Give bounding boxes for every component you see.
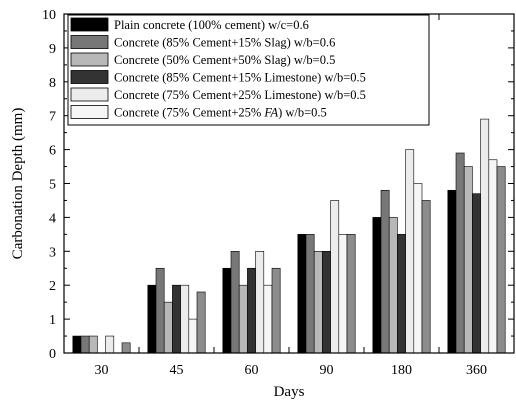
bar-series-2-60 <box>231 251 239 353</box>
y-tick-label: 5 <box>49 178 56 193</box>
bar-series-6-60 <box>264 285 272 353</box>
bar-series-1-90 <box>298 234 306 353</box>
bar-series-4-90 <box>322 251 330 353</box>
bar-series-2-45 <box>156 268 164 353</box>
x-tick-label: 90 <box>320 363 334 378</box>
legend-swatch <box>71 88 108 101</box>
bar-series-5-360 <box>481 119 489 353</box>
bar-series-2-30 <box>81 336 89 353</box>
bar-series-4-60 <box>247 268 255 353</box>
y-tick-label: 3 <box>49 245 56 260</box>
bar-series-4-360 <box>472 194 480 353</box>
y-tick-label: 7 <box>49 110 56 125</box>
bar-series-3-30 <box>89 336 97 353</box>
legend-swatch <box>71 18 108 31</box>
legend-swatch <box>71 106 108 119</box>
legend-swatch <box>71 36 108 49</box>
bar-series-1-30 <box>73 336 81 353</box>
bar-series-3-45 <box>164 302 172 353</box>
y-tick-label: 10 <box>42 8 56 23</box>
bar-series-7-30 <box>122 343 130 353</box>
bar-series-7-360 <box>497 167 505 353</box>
x-tick-label: 45 <box>170 363 184 378</box>
legend-swatch <box>71 71 108 84</box>
bar-series-7-60 <box>272 268 280 353</box>
legend: Plain concrete (100% cement) w/c=0.6 Conc… <box>68 15 429 125</box>
bar-series-1-60 <box>223 268 231 353</box>
y-tick-label: 1 <box>49 313 56 328</box>
bar-series-3-60 <box>239 285 247 353</box>
bar-series-2-180 <box>381 190 389 353</box>
y-tick-label: 4 <box>49 211 56 226</box>
x-tick-label: 180 <box>391 363 412 378</box>
legend-swatch <box>71 53 108 66</box>
bar-series-4-180 <box>397 234 405 353</box>
bar-series-6-90 <box>339 234 347 353</box>
bar-series-3-360 <box>464 167 472 353</box>
bar-series-5-60 <box>256 251 264 353</box>
bar-series-5-180 <box>406 150 414 353</box>
y-tick-label: 0 <box>49 347 56 362</box>
bar-series-6-45 <box>189 319 197 353</box>
bar-series-5-30 <box>106 336 114 353</box>
bar-series-7-180 <box>422 200 430 353</box>
legend-label: Plain concrete (100% cement) w/c=0.6 <box>114 18 309 32</box>
bar-series-1-180 <box>373 217 381 353</box>
legend-label: Concrete (75% Cement+25% FA) w/b=0.5 <box>114 106 327 120</box>
bar-series-5-45 <box>181 285 189 353</box>
x-axis-label: Days <box>274 384 305 400</box>
legend-label: Concrete (50% Cement+50% Slag) w/b=0.5 <box>114 53 335 67</box>
y-axis-label: Carbonation Depth (mm) <box>10 108 26 260</box>
bar-series-7-45 <box>197 292 205 353</box>
bar-series-7-90 <box>347 234 355 353</box>
x-tick-label: 360 <box>466 363 487 378</box>
bar-series-2-90 <box>306 234 314 353</box>
bar-series-3-90 <box>314 251 322 353</box>
y-tick-label: 9 <box>49 42 56 57</box>
x-tick-label: 60 <box>245 363 259 378</box>
x-tick-label: 30 <box>95 363 109 378</box>
bar-series-6-180 <box>414 184 422 354</box>
y-tick-label: 6 <box>49 144 56 159</box>
y-tick-label: 2 <box>49 279 56 294</box>
y-tick-label: 8 <box>49 76 56 91</box>
legend-label: Concrete (85% Cement+15% Limestone) w/b=… <box>114 71 366 85</box>
bar-series-4-45 <box>172 285 180 353</box>
bar-series-3-180 <box>389 217 397 353</box>
bar-series-2-360 <box>456 153 464 353</box>
legend-label: Concrete (75% Cement+25% Limestone) w/b=… <box>114 88 366 102</box>
legend-label: Concrete (85% Cement+15% Slag) w/b=0.6 <box>114 36 335 50</box>
bar-series-5-90 <box>331 200 339 353</box>
bar-series-1-360 <box>448 190 456 353</box>
bar-series-1-45 <box>148 285 156 353</box>
bar-series-6-360 <box>489 160 497 353</box>
